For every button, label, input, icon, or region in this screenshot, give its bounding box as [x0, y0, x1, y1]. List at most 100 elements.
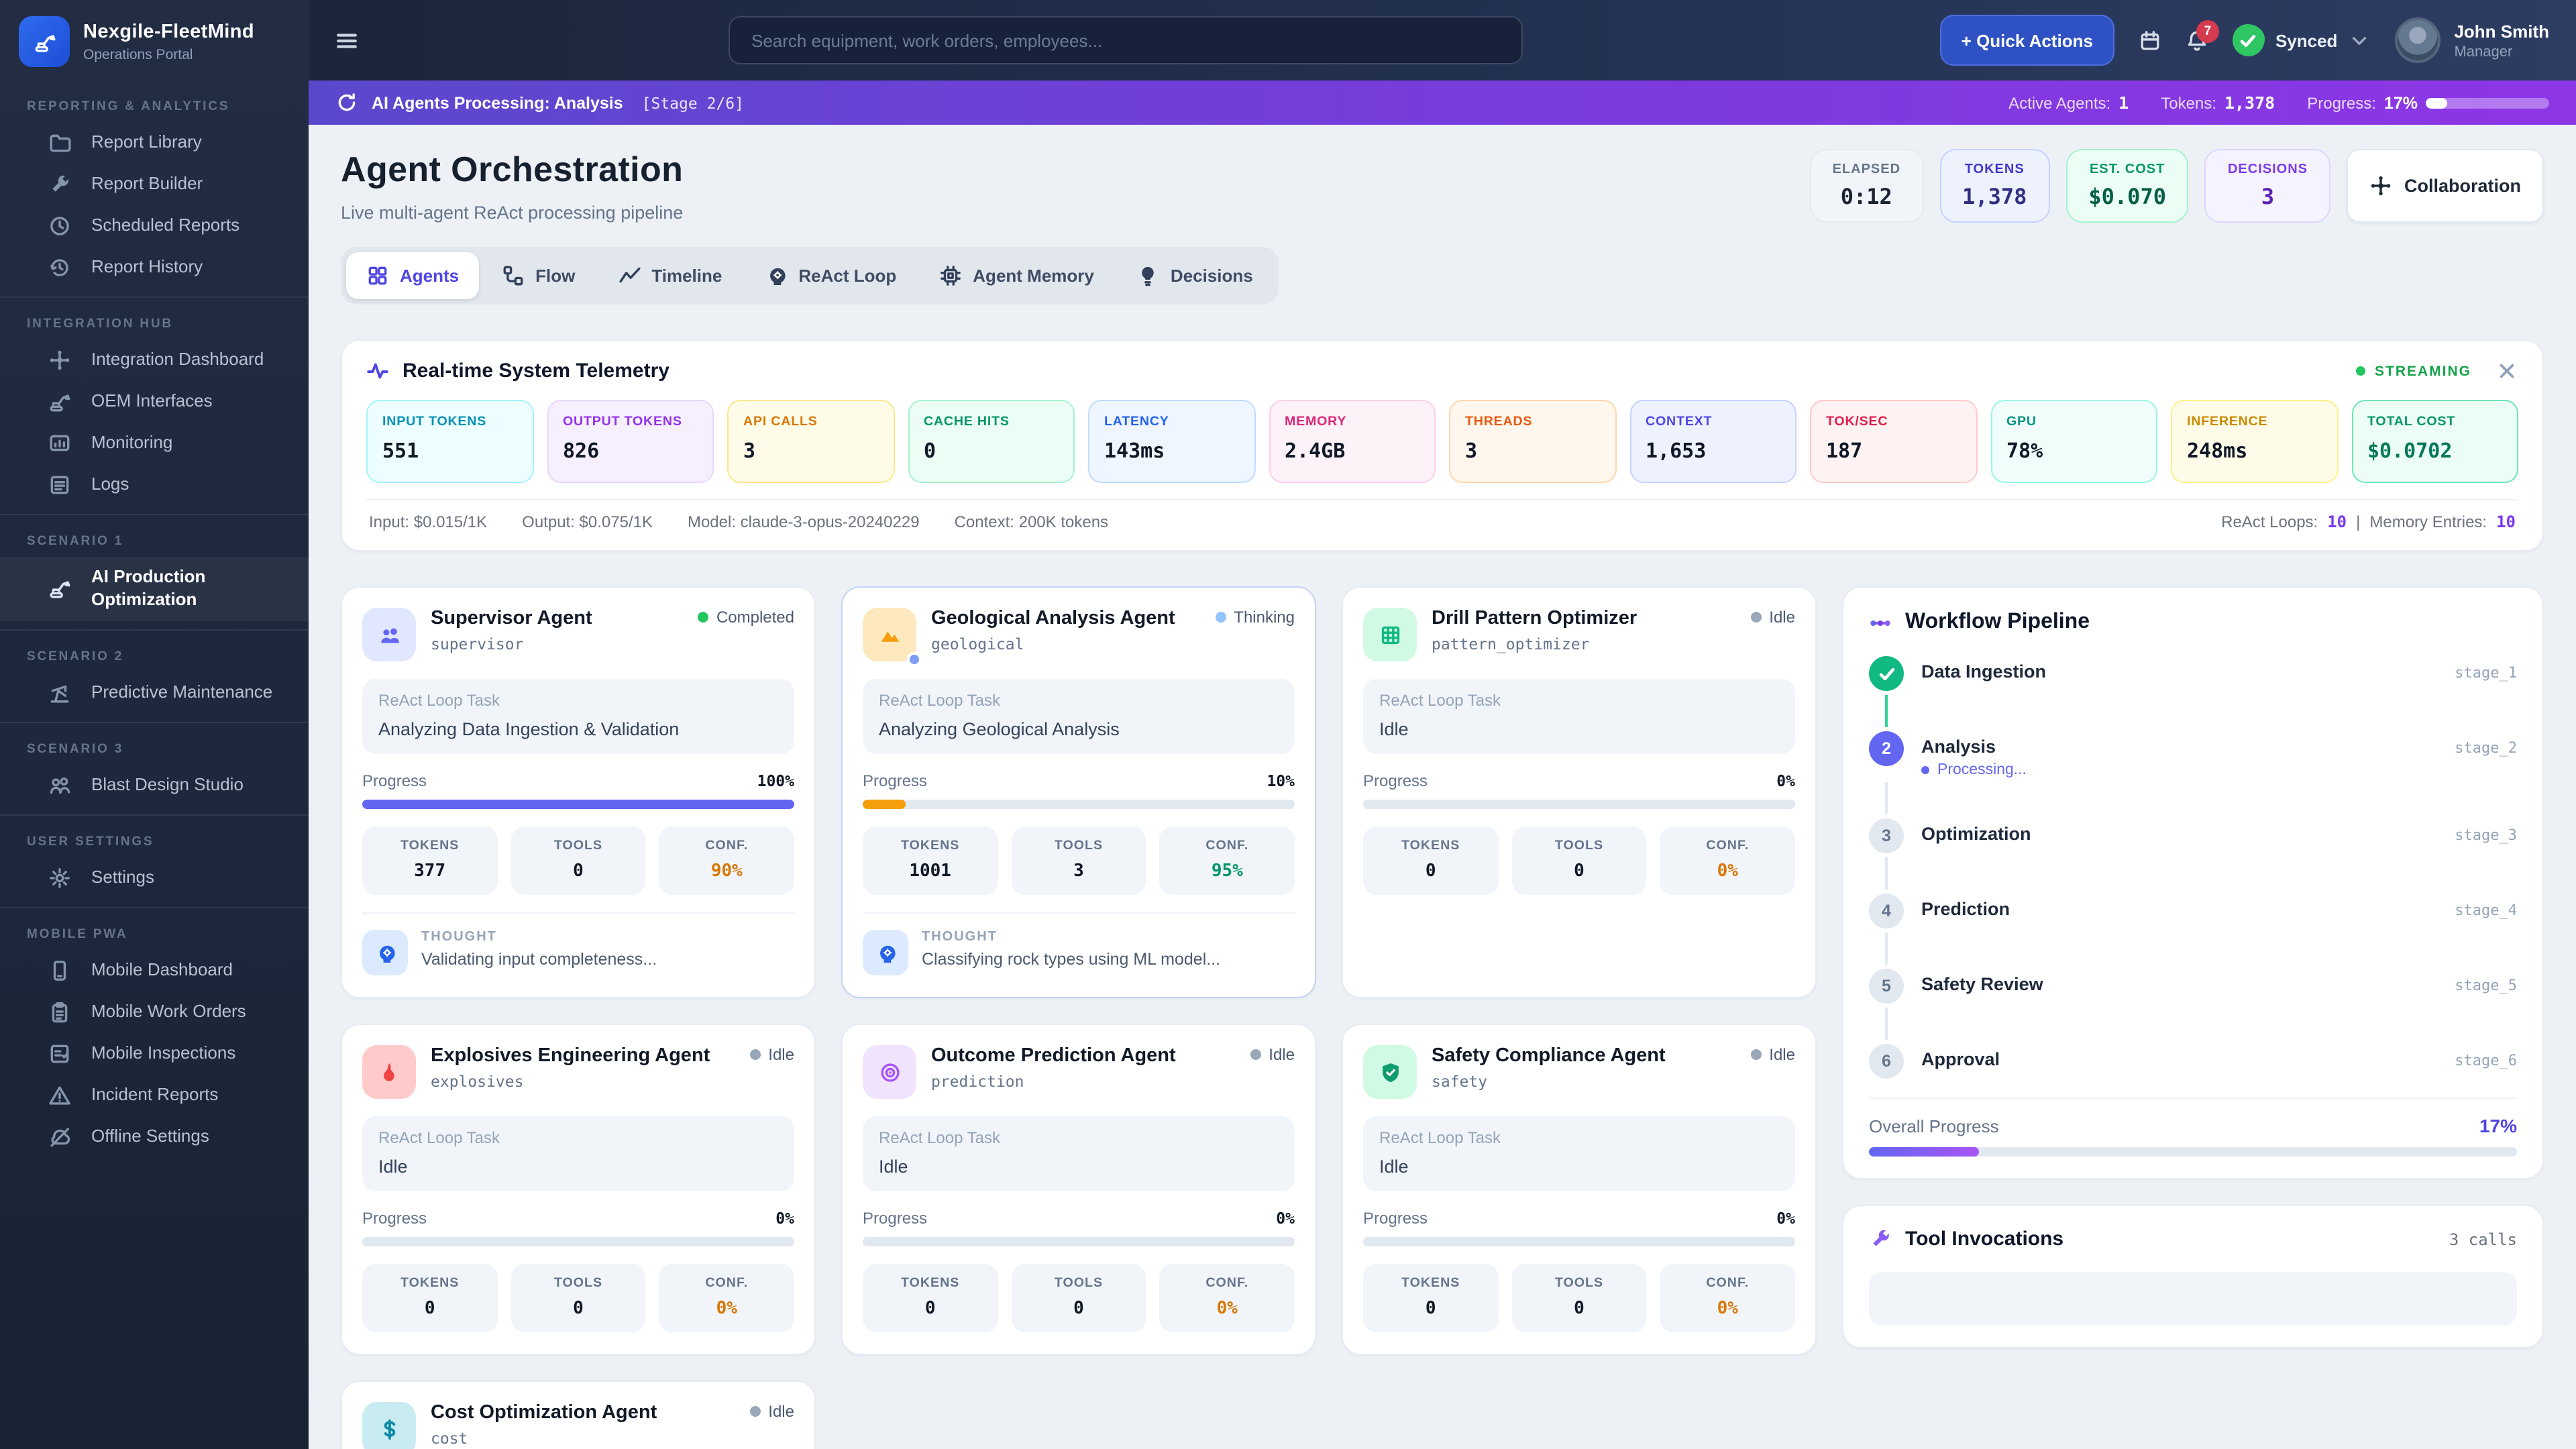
step-stage: stage_4	[2455, 902, 2517, 919]
agent-stat-label: TOOLS	[1554, 839, 1604, 853]
sidebar-item-logs[interactable]: Logs	[0, 464, 309, 506]
cloud-off-icon	[48, 1126, 71, 1148]
sidebar-item-blast-design-studio[interactable]: Blast Design Studio	[0, 765, 309, 806]
react-loop-task: ReAct Loop Task Analyzing Data Ingestion …	[362, 679, 794, 754]
agent-id: supervisor	[431, 635, 524, 653]
agent-stat-value: 0	[573, 1299, 584, 1319]
stat-chip-label: DECISIONS	[2227, 162, 2308, 177]
agent-stat-tokens: TOKENS 0	[1363, 1264, 1499, 1332]
close-icon[interactable]	[2496, 360, 2518, 382]
sidebar-section-label: SCENARIO 2	[27, 649, 124, 664]
agent-card-safety: Safety Compliance Agent safety Idle ReAct L…	[1342, 1024, 1817, 1355]
progress-value: 0%	[775, 1209, 794, 1228]
quick-actions-button[interactable]: + Quick Actions	[1939, 15, 2114, 66]
agent-stat-label: TOKENS	[1401, 1276, 1460, 1291]
sidebar-item-scheduled-reports[interactable]: Scheduled Reports	[0, 205, 309, 247]
head-gear-icon	[765, 264, 788, 287]
sidebar-item-report-builder[interactable]: Report Builder	[0, 164, 309, 205]
tab-react-loop[interactable]: ReAct Loop	[745, 252, 916, 299]
stat-chip-elapsed: ELAPSED 0:12	[1809, 149, 1924, 223]
agent-name: Explosives Engineering Agent	[431, 1045, 710, 1067]
progress-value: 100%	[757, 771, 794, 790]
shield-icon	[1379, 1061, 1401, 1083]
search-input[interactable]	[729, 16, 1523, 64]
flow-icon	[502, 264, 525, 287]
workflow-step-stage_1[interactable]: Data Ingestion stage_1	[1869, 656, 2517, 691]
sidebar-item-mobile-dashboard[interactable]: Mobile Dashboard	[0, 950, 309, 991]
metric-value: 78%	[2006, 439, 2043, 463]
agent-icon-tile	[362, 1402, 416, 1449]
agent-stat-tools: TOOLS 0	[511, 826, 646, 895]
step-indicator: 6	[1869, 1044, 1904, 1079]
workflow-step-stage_4[interactable]: 4 Prediction stage_4	[1869, 894, 2517, 928]
metric-label: MEMORY	[1285, 415, 1347, 429]
tab-label: Flow	[535, 266, 576, 286]
brand-title: Nexgile-FleetMind	[83, 21, 254, 42]
workflow-step-stage_3[interactable]: 3 Optimization stage_3	[1869, 818, 2517, 853]
tab-agents[interactable]: Agents	[346, 252, 480, 299]
top-header: + Quick Actions 7 Synced John Smith Mana…	[309, 0, 2576, 80]
sidebar-item-report-library[interactable]: Report Library	[0, 122, 309, 164]
telemetry-counters: ReAct Loops: 10 | Memory Entries: 10	[2221, 513, 2516, 531]
workflow-step-stage_5[interactable]: 5 Safety Review stage_5	[1869, 969, 2517, 1004]
streaming-badge: STREAMING	[2356, 363, 2471, 379]
activity-icon	[366, 360, 389, 382]
sidebar-item-mobile-inspections[interactable]: Mobile Inspections	[0, 1033, 309, 1075]
sidebar-item-incident-reports[interactable]: Incident Reports	[0, 1075, 309, 1116]
tab-decisions[interactable]: Decisions	[1117, 252, 1273, 299]
metric-value: 187	[1826, 439, 1863, 463]
progress-value: 0%	[1776, 771, 1795, 790]
agent-stat-label: CONF.	[705, 1276, 749, 1291]
sidebar-item-monitoring[interactable]: Monitoring	[0, 423, 309, 464]
user-menu[interactable]: John Smith Manager	[2395, 17, 2549, 63]
progress-value: 10%	[1267, 771, 1295, 790]
agent-card-prediction: Outcome Prediction Agent prediction Idle Re…	[841, 1024, 1316, 1355]
sidebar-item-settings[interactable]: Settings	[0, 857, 309, 899]
calendar-icon[interactable]	[2139, 29, 2161, 52]
sidebar-item-oem-interfaces[interactable]: OEM Interfaces	[0, 381, 309, 423]
sidebar-item-ai-production-optimization[interactable]: AI Production Optimization	[0, 557, 309, 621]
gear-icon	[48, 867, 71, 890]
notifications-button[interactable]: 7	[2186, 19, 2219, 52]
sync-label: Synced	[2275, 30, 2338, 50]
bulb-icon	[1137, 264, 1160, 287]
progress-value: 0%	[1276, 1209, 1295, 1228]
metric-value: 2.4GB	[1285, 439, 1346, 463]
step-label: Prediction	[1921, 899, 2010, 919]
tab-agent-memory[interactable]: Agent Memory	[919, 252, 1114, 299]
sidebar-item-offline-settings[interactable]: Offline Settings	[0, 1116, 309, 1158]
sync-status[interactable]: Synced	[2232, 24, 2371, 56]
metric-label: INFERENCE	[2187, 415, 2268, 429]
task-label: ReAct Loop Task	[378, 1128, 500, 1147]
tool-invocations-panel: Tool Invocations 3 calls	[1842, 1205, 2544, 1348]
banner-title: AI Agents Processing: Analysis	[372, 93, 623, 112]
agent-id: safety	[1432, 1072, 1488, 1091]
step-connector	[1885, 1008, 1888, 1040]
agent-stat-conf: CONF. 95%	[1159, 826, 1295, 895]
sidebar-item-label: Report History	[91, 256, 203, 277]
workflow-step-stage_6[interactable]: 6 Approval stage_6	[1869, 1044, 2517, 1079]
progress-bar	[1363, 800, 1795, 809]
sidebar-item-predictive-maintenance[interactable]: Predictive Maintenance	[0, 672, 309, 714]
metric-input-tokens: INPUT TOKENS 551	[366, 400, 533, 483]
stat-chip-label: TOKENS	[1964, 162, 2025, 177]
agent-stat-tokens: TOKENS 0	[1363, 826, 1499, 895]
collaboration-button[interactable]: Collaboration	[2347, 149, 2544, 223]
sidebar-item-label: AI Production Optimization	[91, 566, 206, 609]
task-label: ReAct Loop Task	[879, 1128, 1000, 1147]
metric-threads: THREADS 3	[1449, 400, 1616, 483]
main-column: + Quick Actions 7 Synced John Smith Mana…	[309, 0, 2576, 1449]
tab-timeline[interactable]: Timeline	[598, 252, 742, 299]
sidebar-item-integration-dashboard[interactable]: Integration Dashboard	[0, 339, 309, 381]
chevron-down-icon	[2348, 29, 2371, 52]
metric-label: CONTEXT	[1646, 415, 1713, 429]
agent-stat-value: 0	[424, 1299, 435, 1319]
tab-label: Timeline	[651, 266, 722, 286]
menu-icon[interactable]	[335, 29, 358, 52]
sidebar-item-mobile-work-orders[interactable]: Mobile Work Orders	[0, 991, 309, 1033]
sidebar-item-report-history[interactable]: Report History	[0, 247, 309, 288]
agent-stat-tools: TOOLS 0	[511, 1264, 646, 1332]
network-icon	[48, 349, 71, 372]
tab-flow[interactable]: Flow	[482, 252, 595, 299]
workflow-step-stage_2[interactable]: 2 Analysis Processing... stage_2	[1869, 731, 2517, 778]
